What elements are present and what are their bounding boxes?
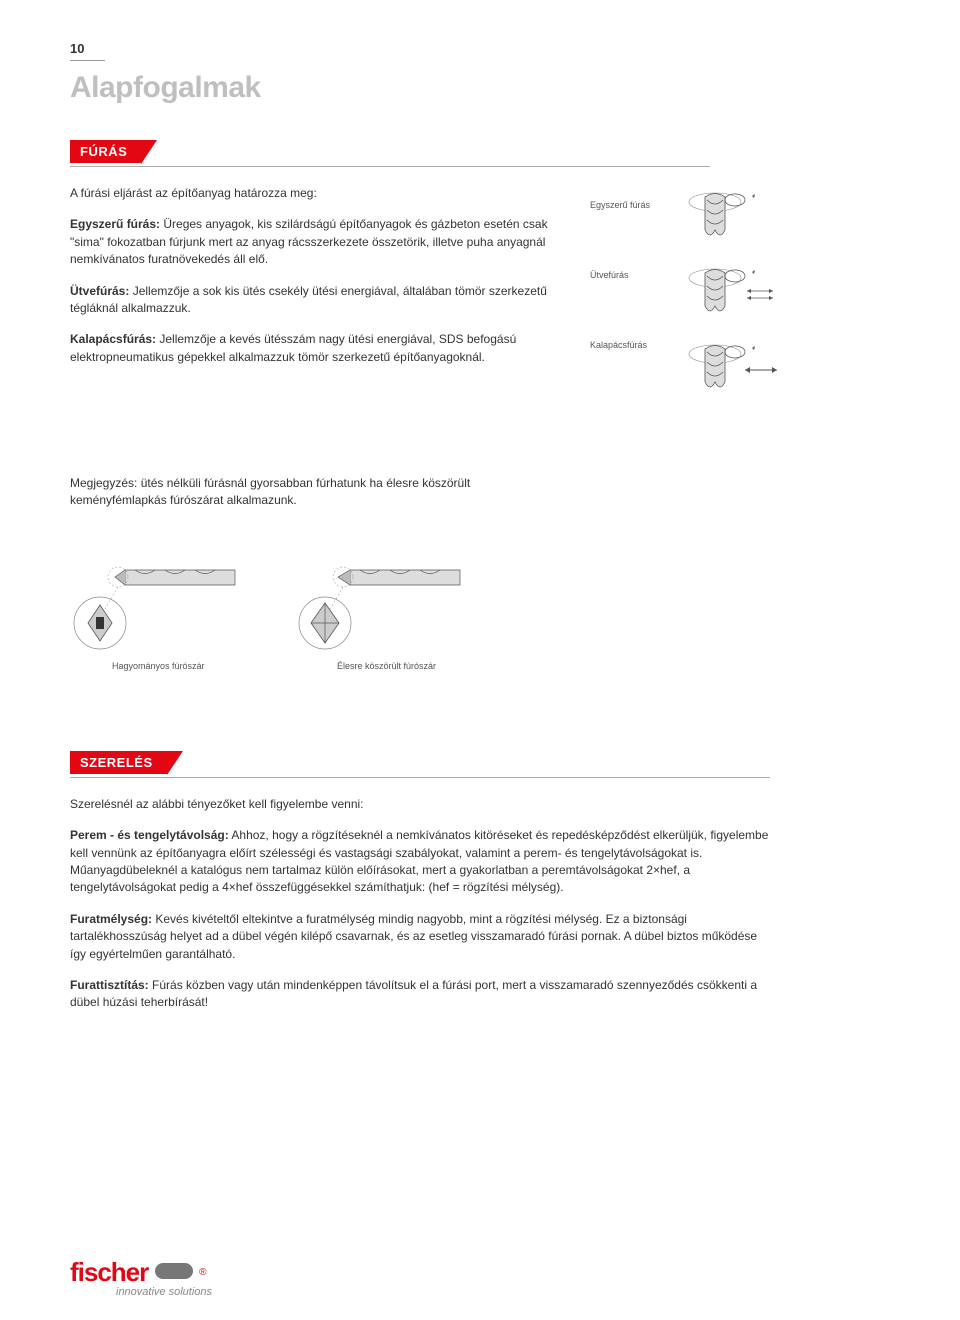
furas-p3: Kalapácsfúrás: Jellemzője a kevés ütéssz…	[70, 331, 560, 366]
furas-intro: A fúrási eljárást az építőanyag határozz…	[70, 185, 560, 202]
drill-labels-column: Egyszerű fúrás Ütvefúrás Kalapácsfúrás	[590, 185, 655, 350]
szereles-p2-text: Kevés kivételtől eltekintve a furatmélys…	[70, 912, 757, 961]
furas-content-row: A fúrási eljárást az építőanyag határozz…	[70, 185, 890, 400]
bit-traditional: Hagyományos fúrószár	[70, 565, 240, 671]
heading-szereles: SZERELÉS	[70, 751, 167, 774]
brand-badge-icon	[155, 1263, 193, 1279]
page-number-rule	[70, 60, 105, 61]
page-number-block: 10	[70, 40, 890, 61]
szereles-p3-text: Fúrás közben vagy után mindenképpen távo…	[70, 978, 757, 1009]
section-furas: FÚRÁS A fúrási eljárást az építőanyag ha…	[70, 140, 890, 671]
furas-p3-label: Kalapácsfúrás:	[70, 332, 156, 346]
label-hammer: Kalapácsfúrás	[590, 340, 655, 350]
page-title: Alapfogalmak	[70, 71, 890, 105]
furas-p2: Ütvefúrás: Jellemzője a sok kis ütés cse…	[70, 283, 560, 318]
drill-bits-row: Hagyományos fúrószár Élesre köszörült fú…	[70, 565, 890, 671]
szereles-p1: Perem - és tengelytávolság: Ahhoz, hogy …	[70, 827, 770, 897]
furas-p1-label: Egyszerű fúrás:	[70, 217, 160, 231]
furas-p2-text: Jellemzője a sok kis ütés csekély ütési …	[70, 284, 547, 315]
furas-text-column: A fúrási eljárást az építőanyag határozz…	[70, 185, 560, 380]
bit-sharpened-caption: Élesre köszörült fúrószár	[337, 661, 436, 671]
drill-simple-icon	[685, 190, 783, 248]
szereles-p3: Furattisztítás: Fúrás közben vagy után m…	[70, 977, 770, 1012]
szereles-p2: Furatmélység: Kevés kivételtől eltekintv…	[70, 911, 770, 963]
szereles-intro: Szerelésnél az alábbi tényezőket kell fi…	[70, 796, 770, 813]
heading-rule	[70, 166, 710, 167]
drill-icons-column	[685, 185, 783, 400]
brand-name: fischer	[70, 1257, 148, 1288]
label-impact: Ütvefúrás	[590, 270, 655, 280]
heading-rule-2	[70, 777, 770, 778]
bit-traditional-icon	[70, 565, 240, 655]
szereles-p2-label: Furatmélység:	[70, 912, 152, 926]
bit-sharpened-icon	[295, 565, 465, 655]
section-szereles: SZERELÉS Szerelésnél az alábbi tényezőke…	[70, 751, 890, 1012]
footer-logo: fischer ® innovative solutions	[70, 1257, 212, 1298]
furas-p1: Egyszerű fúrás: Üreges anyagok, kis szil…	[70, 216, 560, 268]
page-number: 10	[70, 41, 84, 56]
brand-tagline: innovative solutions	[116, 1286, 212, 1298]
szereles-p3-label: Furattisztítás:	[70, 978, 149, 992]
furas-note: Megjegyzés: ütés nélküli fúrásnál gyorsa…	[70, 475, 560, 510]
szereles-p1-label: Perem - és tengelytávolság:	[70, 828, 229, 842]
label-simple: Egyszerű fúrás	[590, 200, 655, 210]
bit-traditional-caption: Hagyományos fúrószár	[112, 661, 205, 671]
drill-impact-icon	[685, 266, 783, 324]
registered-mark: ®	[199, 1267, 206, 1278]
heading-furas: FÚRÁS	[70, 140, 141, 163]
bit-sharpened: Élesre köszörült fúrószár	[295, 565, 465, 671]
drill-hammer-icon	[685, 342, 783, 400]
furas-p2-label: Ütvefúrás:	[70, 284, 129, 298]
